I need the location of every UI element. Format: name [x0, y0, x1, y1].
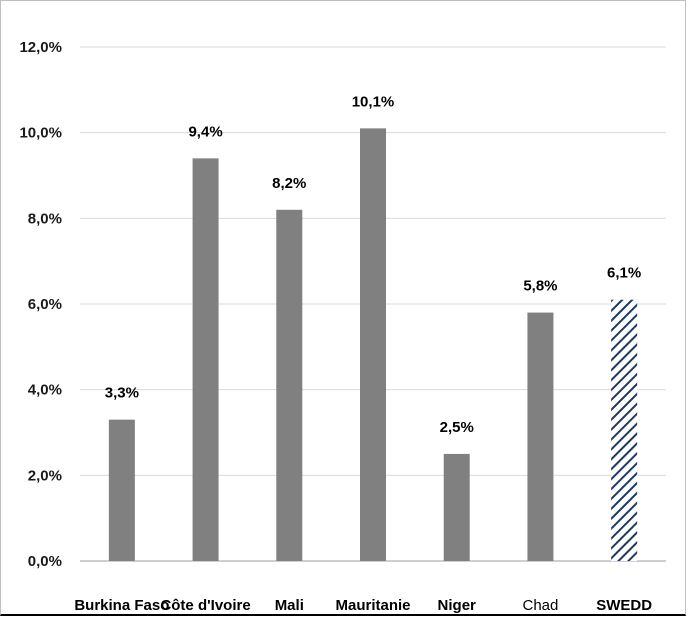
- y-tick-label: 4,0%: [28, 382, 62, 399]
- bar: [192, 158, 219, 561]
- data-label: 6,1%: [607, 265, 641, 282]
- bar: [360, 128, 386, 561]
- y-tick-label: 8,0%: [28, 210, 62, 227]
- y-tick-label: 6,0%: [28, 296, 62, 313]
- category-label: SWEDD: [596, 597, 652, 614]
- bar: [108, 419, 135, 561]
- data-label: 5,8%: [523, 278, 557, 295]
- y-tick-label: 12,0%: [19, 39, 62, 56]
- data-label: 10,1%: [352, 93, 395, 110]
- y-tick-label: 2,0%: [28, 467, 62, 484]
- category-label: Côte d'Ivoire: [160, 597, 250, 614]
- y-tick-label: 10,0%: [19, 125, 62, 142]
- category-label: Niger: [438, 597, 477, 614]
- y-tick-label: 0,0%: [28, 553, 62, 570]
- bar: [527, 312, 554, 561]
- data-label: 9,4%: [188, 123, 222, 140]
- data-label: 2,5%: [440, 419, 474, 436]
- data-labels: 3,3% 9,4% 8,2% 10,1% 2,5% 5,8% 6,1%: [105, 93, 641, 436]
- bar: [611, 299, 638, 561]
- bar: [276, 209, 303, 561]
- gridlines: [80, 46, 666, 562]
- category-label: Chad: [522, 597, 558, 614]
- category-label: Mauritanie: [335, 597, 410, 614]
- bars: [108, 128, 638, 561]
- data-label: 8,2%: [272, 175, 306, 192]
- data-label: 3,3%: [105, 385, 139, 402]
- category-label: Burkina Faso: [74, 597, 169, 614]
- bar: [443, 453, 470, 561]
- y-axis-ticks: 0,0% 2,0% 4,0% 6,0% 8,0% 10,0% 12,0%: [19, 39, 62, 570]
- category-label: Mali: [275, 597, 304, 614]
